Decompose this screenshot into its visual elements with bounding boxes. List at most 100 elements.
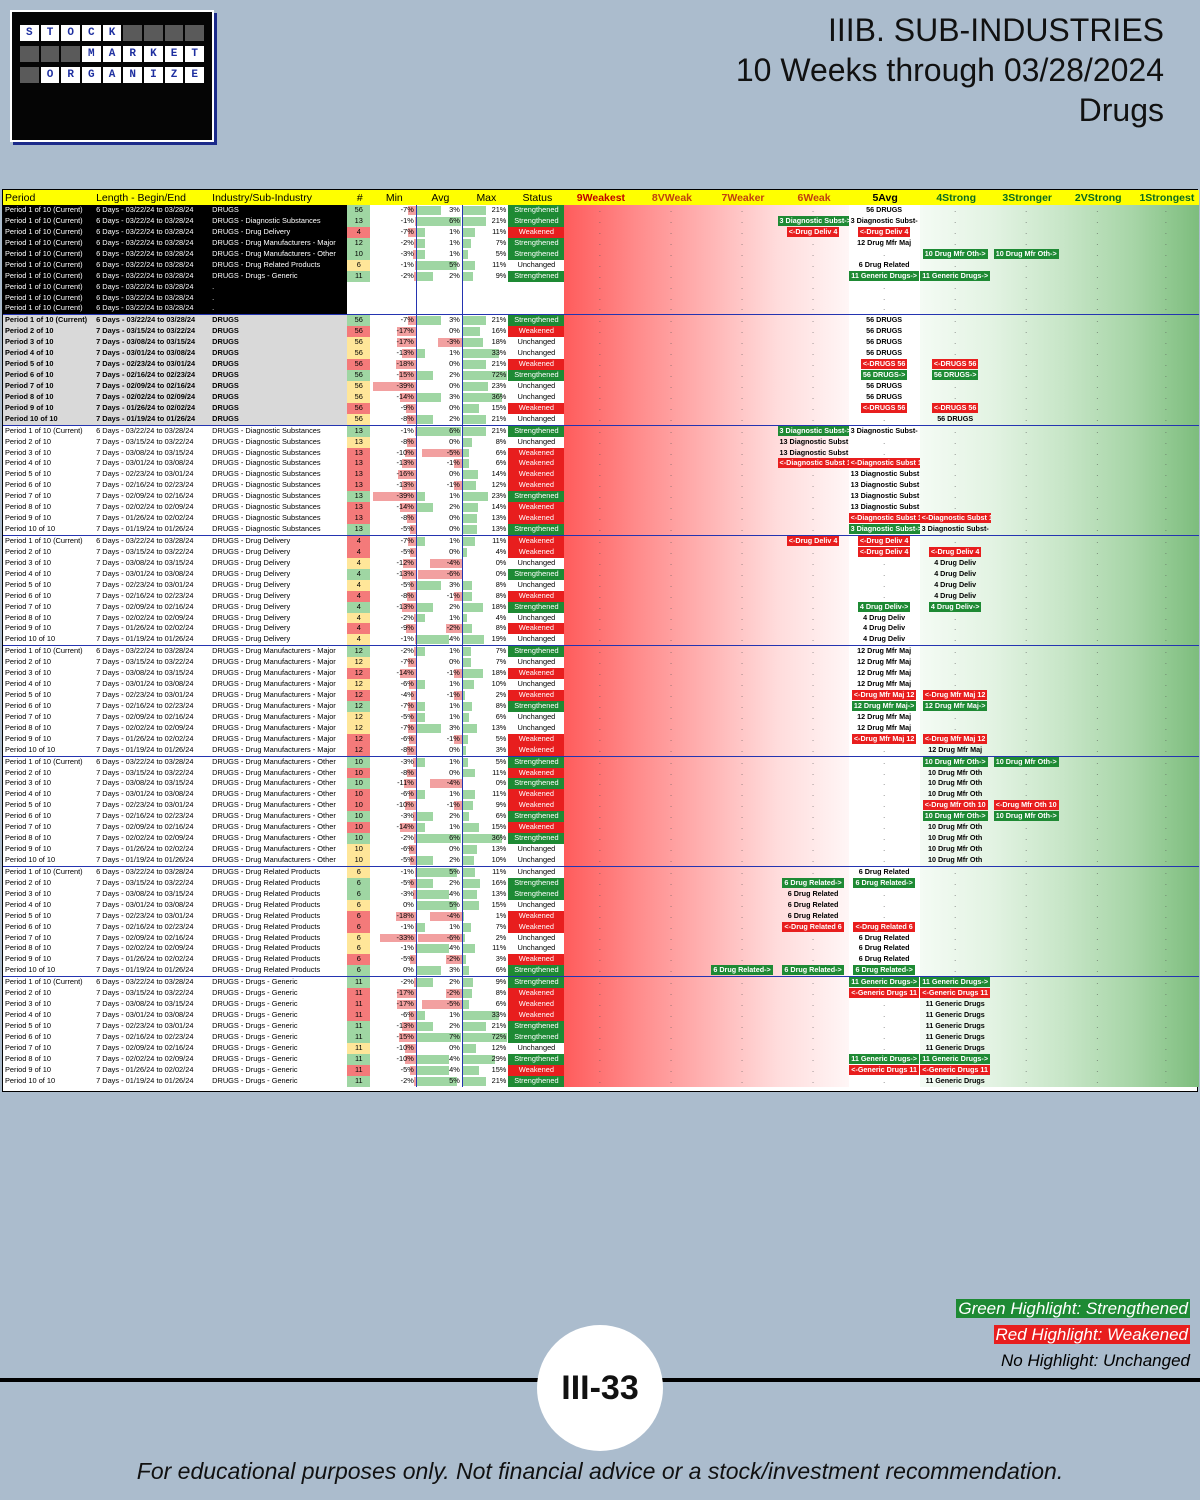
max-cell: 1% [462, 911, 508, 922]
zone-cell: . [990, 1020, 1062, 1032]
max-cell: 7% [462, 645, 509, 658]
zone-label: 3 Diagnostic Subst- [921, 524, 989, 534]
status-cell: Strengthened [508, 976, 565, 989]
zone-cell: . [564, 965, 636, 977]
zone-cell: 10 Drug Mfr Oth [919, 778, 991, 790]
value-text: 0% [449, 744, 460, 754]
count-cell: 56 [347, 402, 371, 414]
zone-cell: . [1061, 237, 1133, 249]
value-bar [407, 591, 416, 601]
zone-cell: . [1061, 668, 1133, 680]
zone-label: 6 Drug Related [858, 866, 910, 876]
value-text: -2% [400, 977, 414, 987]
zone-cell: . [706, 865, 778, 878]
column-header: 1Strongest [1132, 190, 1199, 205]
value-bar [462, 470, 479, 480]
zone-cell: 11 Generic Drugs-> [919, 270, 991, 282]
table-row: Period 4 of 10 7 Days - 03/01/24 to 03/08… [3, 458, 1199, 470]
zone-cell: . [1061, 1031, 1133, 1043]
zone-cell: . [990, 733, 1062, 745]
min-cell: -8% [370, 768, 416, 779]
period-cell: Period 3 of 10 [3, 337, 95, 349]
status-cell: Weakened [508, 744, 565, 757]
value-text: 3% [449, 315, 460, 325]
value-text: 1% [449, 756, 460, 766]
zone-cell: . [919, 865, 991, 878]
zone-cell: 11 Generic Drugs [919, 999, 991, 1010]
zone-cell: . [919, 469, 991, 481]
zone-cell: . [635, 359, 707, 370]
zone-cell: <-Drug Mfr Maj 12 [919, 690, 991, 701]
table-row: Period 2 of 10 7 Days - 03/15/24 to 03/22… [3, 546, 1199, 558]
zone-cell: . [564, 645, 636, 658]
length-cell: 7 Days - 02/23/24 to 03/01/24 [94, 359, 211, 370]
logo-letter: I [144, 66, 163, 83]
value-text: 0% [449, 657, 460, 667]
zone-cell: 10 Drug Mfr Oth-> [919, 811, 991, 823]
value-bar [413, 647, 416, 657]
avg-cell: 1% [415, 237, 463, 249]
status-cell: Weakened [508, 534, 565, 547]
value-text: 3% [449, 965, 460, 975]
zone-cell: . [990, 1075, 1062, 1087]
value-bar [407, 437, 416, 447]
table-row: Period 5 of 10 7 Days - 02/23/24 to 03/01… [3, 579, 1199, 591]
zone-cell: . [1132, 865, 1199, 878]
max-cell: 21% [462, 314, 509, 327]
value-text: 6% [495, 999, 507, 1009]
zone-cell: 12 Drug Mfr Maj [848, 679, 920, 690]
zone-cell: . [564, 314, 636, 327]
value-text: 0% [495, 568, 507, 578]
max-cell: 21% [462, 216, 508, 227]
industry-cell: DRUGS - Drugs - Generic [212, 1020, 298, 1030]
value-bar [429, 558, 462, 568]
period-cell: Period 6 of 10 [5, 700, 52, 710]
count-cell: 10 [347, 248, 371, 260]
status-cell: Weakened [508, 546, 565, 558]
value-text: 2% [449, 413, 460, 423]
industry-cell: DRUGS - Drug Related Products [212, 877, 321, 887]
table-row: Period 5 of 10 7 Days - 02/23/24 to 03/01… [3, 690, 1199, 701]
zone-cell: 56 DRUGS [848, 326, 920, 338]
length-cell: 7 Days - 02/23/24 to 03/01/24 [96, 910, 194, 920]
zone-cell: . [706, 767, 778, 779]
zone-cell: . [564, 888, 636, 900]
zone-cell: 11 Generic Drugs [919, 1042, 991, 1054]
value-bar [410, 856, 416, 865]
value-text: -13% [396, 348, 414, 358]
title-line-1: IIIB. SUB-INDUSTRIES [827, 12, 1164, 48]
zone-cell: . [1061, 1020, 1133, 1032]
value-bar [462, 624, 472, 634]
value-text: 6% [495, 447, 507, 457]
zone-cell: 10 Drug Mfr Oth-> [990, 248, 1062, 260]
industry-cell: DRUGS - Drug Manufacturers - Major [212, 690, 336, 700]
value-bar [462, 734, 469, 744]
zone-cell: . [1061, 789, 1133, 801]
zone-cell: <-DRUGS 56 [848, 359, 920, 370]
zone-cell: . [706, 590, 778, 602]
value-text: 2% [495, 690, 507, 700]
value-text: -1% [446, 480, 460, 490]
value-bar [462, 1065, 480, 1075]
zone-cell: . [635, 502, 707, 514]
value-bar [417, 216, 461, 226]
zone-cell: . [919, 954, 991, 966]
min-cell: -3% [370, 755, 417, 768]
avg-cell: 4% [415, 888, 463, 900]
count-cell: 10 [347, 755, 371, 768]
zone-cell: . [1061, 778, 1133, 790]
value-text: 13% [491, 844, 507, 854]
value-bar [412, 249, 416, 259]
zone-cell: . [1061, 557, 1133, 569]
value-bar [462, 790, 475, 800]
avg-cell: 4% [415, 1064, 463, 1076]
status-cell: Weakened [508, 513, 565, 525]
period-cell: Period 1 of 10 (Current) [3, 237, 95, 249]
zone-cell: . [706, 755, 778, 768]
zone-cell: . [564, 877, 636, 889]
zone-cell: . [990, 612, 1062, 624]
value-text: -6% [400, 679, 414, 689]
zone-cell: . [777, 314, 849, 327]
table-row: Period 4 of 10 7 Days - 03/01/24 to 03/08… [3, 1010, 1199, 1021]
zone-cell: . [635, 657, 707, 669]
